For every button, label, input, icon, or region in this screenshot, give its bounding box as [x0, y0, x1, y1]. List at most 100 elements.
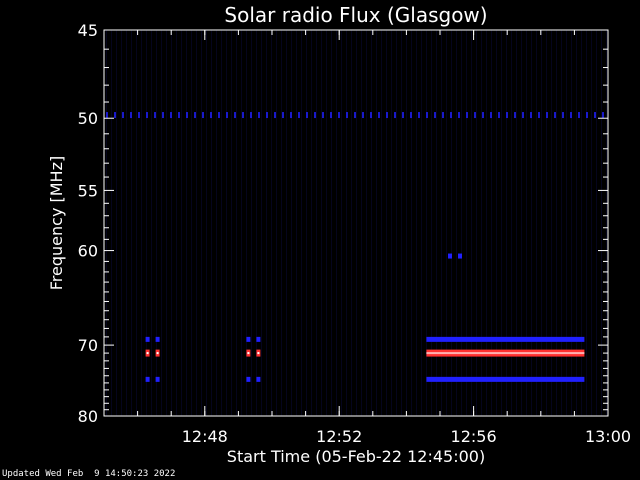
band-dot	[466, 112, 468, 119]
noise-column	[461, 30, 462, 416]
noise-column	[191, 30, 192, 416]
noise-column	[331, 30, 332, 416]
noise-column	[166, 30, 167, 416]
band-dot	[178, 112, 180, 119]
noise-column	[576, 30, 577, 416]
noise-column	[156, 30, 157, 416]
band-dot	[186, 112, 188, 119]
x-tick-label: 12:56	[451, 427, 497, 446]
noise-column	[371, 30, 372, 416]
band-dot	[258, 112, 260, 119]
band-dot	[130, 112, 132, 119]
band-segment	[426, 336, 585, 342]
noise-column	[601, 30, 602, 416]
plot-area	[106, 30, 607, 416]
band-dot	[338, 112, 340, 119]
x-tick-label: 12:52	[316, 427, 362, 446]
noise-column	[606, 30, 607, 416]
band-dot	[442, 112, 444, 119]
band-dot	[210, 112, 212, 119]
noise-column	[176, 30, 177, 416]
noise-column	[451, 30, 452, 416]
noise-column	[336, 30, 337, 416]
noise-column	[221, 30, 222, 416]
band-dot	[498, 112, 500, 119]
noise-column	[556, 30, 557, 416]
band-dot	[146, 112, 148, 119]
noise-column	[236, 30, 237, 416]
burst-mark	[246, 376, 251, 382]
band-dot	[250, 112, 252, 119]
band-dot	[242, 112, 244, 119]
noise-column	[456, 30, 457, 416]
band-dot	[378, 112, 380, 119]
band-dot	[362, 112, 364, 119]
band-dot	[194, 112, 196, 119]
noise-column	[151, 30, 152, 416]
noise-column	[346, 30, 347, 416]
noise-column	[126, 30, 127, 416]
band-dot	[410, 112, 412, 119]
band-dot	[458, 112, 460, 119]
band-dot	[546, 112, 548, 119]
noise-column	[426, 30, 427, 416]
noise-column	[261, 30, 262, 416]
noise-column	[586, 30, 587, 416]
axes: 45 50 55 60 70 80 12:48 12:52 12:56 13:00	[78, 21, 631, 446]
band-dot	[282, 112, 284, 119]
noise-column	[281, 30, 282, 416]
noise-column	[441, 30, 442, 416]
noise-column	[501, 30, 502, 416]
noise-column	[386, 30, 387, 416]
noise-column	[276, 30, 277, 416]
noise-column	[531, 30, 532, 416]
burst-mark	[155, 336, 160, 342]
noise-column	[246, 30, 247, 416]
noise-column	[481, 30, 482, 416]
band-dot	[202, 112, 204, 119]
noise-column	[376, 30, 377, 416]
noise-column	[561, 30, 562, 416]
band-dot	[394, 112, 396, 119]
band-dot	[602, 112, 604, 119]
noise-column	[596, 30, 597, 416]
band-dot	[514, 112, 516, 119]
noise-column	[536, 30, 537, 416]
noise-column	[351, 30, 352, 416]
noise-column	[231, 30, 232, 416]
band-dot	[530, 112, 532, 119]
noise-column	[541, 30, 542, 416]
x-tick-label: 12:48	[182, 427, 228, 446]
noise-column	[421, 30, 422, 416]
noise-column	[141, 30, 142, 416]
burst-mark	[145, 336, 150, 342]
band-dot	[506, 112, 508, 119]
noise-column	[216, 30, 217, 416]
burst-mark	[256, 376, 261, 382]
band-dot	[570, 112, 572, 119]
band-dot	[122, 112, 124, 119]
band-dot	[386, 112, 388, 119]
noise-column	[526, 30, 527, 416]
y-tick-label: 45	[78, 21, 98, 40]
band-dot	[538, 112, 540, 119]
y-tick-label: 55	[78, 181, 98, 200]
band-dot	[474, 112, 476, 119]
noise-column	[466, 30, 467, 416]
band-dot	[346, 112, 348, 119]
noise-column	[486, 30, 487, 416]
band-dot	[578, 112, 580, 119]
noise-column	[311, 30, 312, 416]
noise-column	[186, 30, 187, 416]
plot-frame	[103, 29, 609, 417]
band-dot	[234, 112, 236, 119]
burst-mark	[246, 336, 251, 342]
band-dot	[162, 112, 164, 119]
y-tick-label: 60	[78, 242, 98, 261]
noise-column	[301, 30, 302, 416]
noise-column	[211, 30, 212, 416]
band-dot	[418, 112, 420, 119]
noise-column	[406, 30, 407, 416]
noise-column	[226, 30, 227, 416]
